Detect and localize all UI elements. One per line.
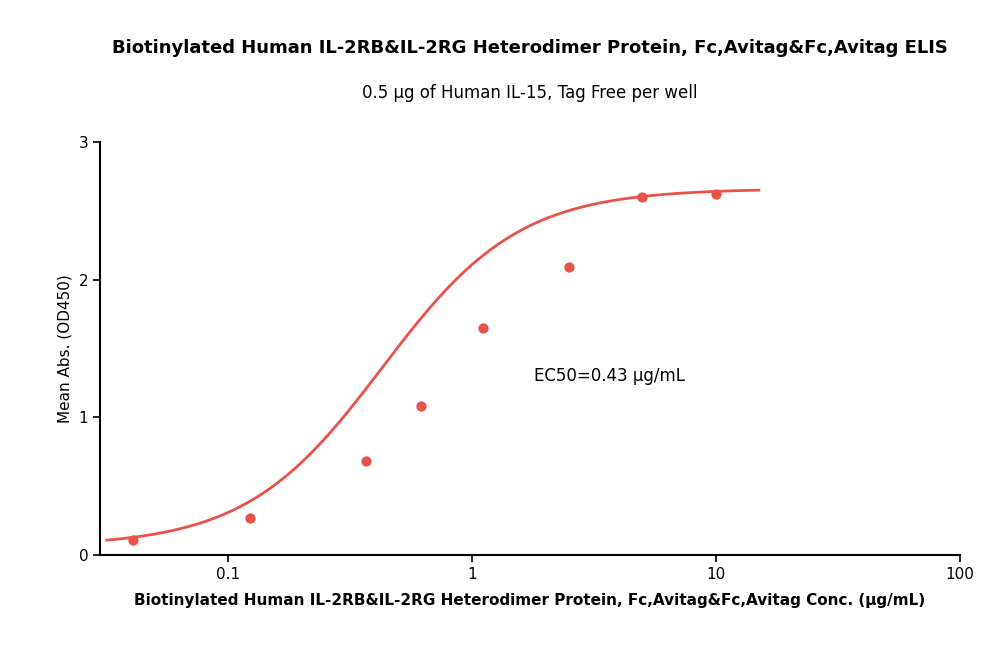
Point [561, 262, 577, 272]
Point [475, 322, 491, 333]
Point [358, 456, 374, 466]
Point [242, 512, 258, 522]
Point [413, 401, 429, 412]
Point [634, 192, 650, 202]
X-axis label: Biotinylated Human IL-2RB&IL-2RG Heterodimer Protein, Fc,Avitag&Fc,Avitag Conc. : Biotinylated Human IL-2RB&IL-2RG Heterod… [134, 593, 926, 608]
Point [125, 535, 141, 545]
Text: EC50=0.43 μg/mL: EC50=0.43 μg/mL [534, 367, 685, 385]
Point [708, 189, 724, 199]
Text: 0.5 μg of Human IL-15, Tag Free per well: 0.5 μg of Human IL-15, Tag Free per well [362, 84, 698, 102]
Text: Biotinylated Human IL-2RB&IL-2RG Heterodimer Protein, Fc,Avitag&Fc,Avitag ELIS: Biotinylated Human IL-2RB&IL-2RG Heterod… [112, 39, 948, 57]
Y-axis label: Mean Abs. (OD450): Mean Abs. (OD450) [58, 274, 73, 422]
